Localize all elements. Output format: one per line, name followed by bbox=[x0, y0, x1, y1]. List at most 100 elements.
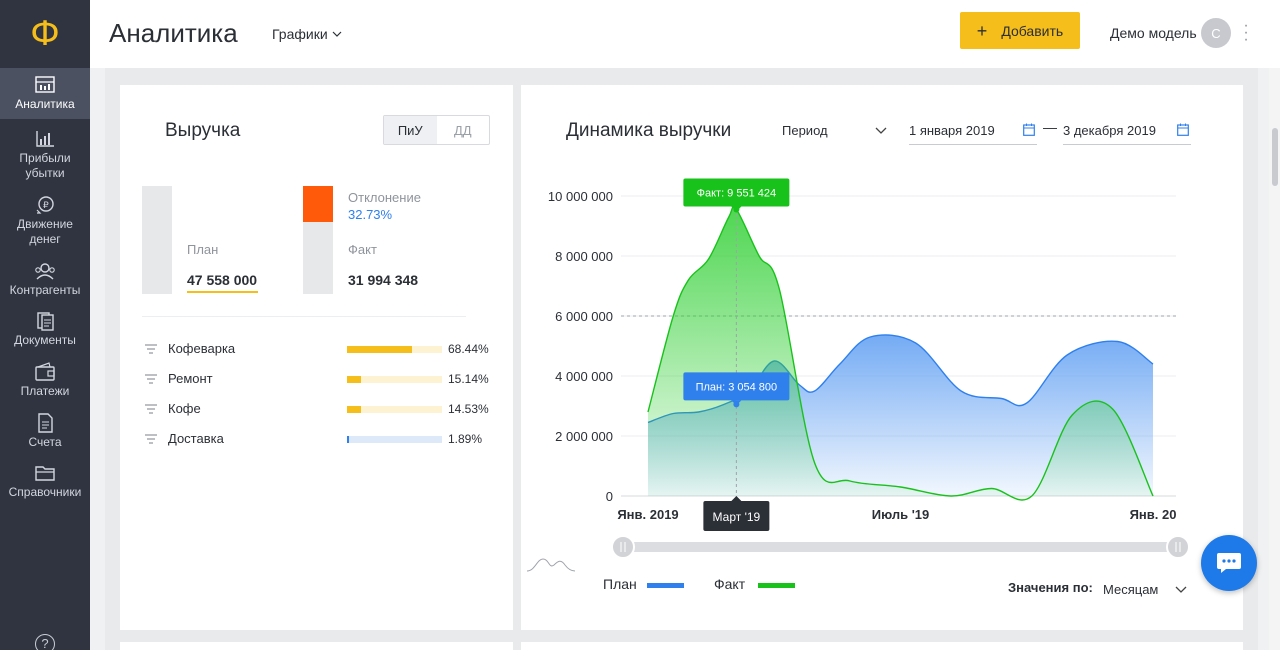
y-tick-label: 6 000 000 bbox=[555, 309, 613, 324]
tooltip-plan bbox=[683, 372, 790, 401]
sidebar-item-analytics[interactable]: Аналитика bbox=[0, 68, 90, 119]
help-icon[interactable]: ? bbox=[35, 634, 55, 650]
legend-plan-swatch bbox=[647, 583, 684, 588]
top-header: Аналитика Графики + Добавить Демо модель… bbox=[90, 0, 1280, 68]
y-tick-label: 2 000 000 bbox=[555, 429, 613, 444]
calendar-icon[interactable] bbox=[1023, 123, 1035, 136]
date-from-field[interactable]: 1 января 2019 bbox=[909, 121, 1037, 145]
category-bar-fill bbox=[347, 436, 349, 443]
sort-icon[interactable] bbox=[145, 344, 157, 354]
sidebar-item-payments[interactable]: Платежи bbox=[0, 355, 90, 406]
period-select[interactable]: Период bbox=[782, 123, 887, 138]
category-bar-fill bbox=[347, 346, 412, 353]
svg-text:₽: ₽ bbox=[43, 201, 49, 211]
tooltip-fact-text: Факт: 9 551 424 bbox=[697, 187, 777, 199]
sidebar-item-directories[interactable]: Справочники bbox=[0, 456, 90, 507]
x-tick-label: Янв. 20 bbox=[1130, 507, 1177, 522]
add-button[interactable]: + Добавить bbox=[960, 12, 1080, 49]
sidebar-item-label: Движение денег bbox=[17, 217, 73, 246]
tooltip-fact-arrow bbox=[731, 206, 742, 212]
date-separator: — bbox=[1043, 119, 1057, 135]
sidebar-item-invoices[interactable]: Счета bbox=[0, 406, 90, 457]
fact-label: Факт bbox=[348, 242, 377, 257]
category-row[interactable]: Ремонт 15.14% bbox=[145, 369, 495, 389]
legend-fact-label: Факт bbox=[714, 576, 746, 592]
tooltip-fact bbox=[683, 178, 790, 207]
sparkline-preview bbox=[526, 558, 576, 572]
fact-series-line bbox=[647, 206, 1154, 501]
y-tick-label: 10 000 000 bbox=[548, 189, 613, 204]
scrollbar[interactable] bbox=[1269, 68, 1280, 650]
x-hover-label: Март '19 bbox=[713, 510, 761, 524]
plan-value: 47 558 000 bbox=[187, 272, 258, 288]
sidebar-item-contractors[interactable]: Контрагенты bbox=[0, 254, 90, 305]
sort-icon[interactable] bbox=[145, 374, 157, 384]
toggle-dd[interactable]: ДД bbox=[453, 122, 472, 138]
fact-series-area bbox=[648, 206, 1153, 501]
sidebar-item-documents[interactable]: Документы bbox=[0, 304, 90, 355]
revenue-mode-toggle[interactable]: ПиУ ДД bbox=[383, 115, 490, 145]
dynamics-card: Динамика выручки Период 1 января 2019 — … bbox=[521, 85, 1243, 630]
tooltip-plan-text: План: 3 054 800 bbox=[696, 381, 778, 393]
category-percent: 1.89% bbox=[448, 432, 483, 446]
date-to-field[interactable]: 3 декабря 2019 bbox=[1063, 121, 1191, 145]
date-to-value: 3 декабря 2019 bbox=[1063, 123, 1156, 138]
scrollbar-thumb[interactable] bbox=[1272, 128, 1278, 186]
category-bar-track bbox=[347, 346, 442, 353]
avatar[interactable]: С bbox=[1201, 18, 1231, 48]
sidebar-item-label: Аналитика bbox=[15, 97, 75, 111]
range-slider-handle[interactable] bbox=[611, 535, 635, 559]
deviation-bar bbox=[303, 186, 333, 222]
category-name: Кофе bbox=[168, 401, 201, 416]
add-button-label: Добавить bbox=[1001, 22, 1064, 39]
category-bar-track bbox=[347, 376, 442, 383]
view-select[interactable]: Графики bbox=[272, 26, 342, 42]
view-select-label: Графики bbox=[272, 26, 328, 42]
contractors-icon bbox=[35, 263, 55, 280]
sidebar-item-cash-flow[interactable]: ₽ Движение денег bbox=[0, 192, 90, 250]
category-name: Доставка bbox=[168, 431, 224, 446]
analytics-icon bbox=[35, 76, 55, 93]
folder-icon bbox=[35, 466, 55, 481]
divider bbox=[142, 316, 466, 317]
chevron-down-icon[interactable] bbox=[1175, 586, 1187, 594]
sort-icon[interactable] bbox=[145, 404, 157, 414]
user-name[interactable]: Демо модель bbox=[1110, 25, 1197, 41]
y-tick-label: 8 000 000 bbox=[555, 249, 613, 264]
category-row[interactable]: Кофе 14.53% bbox=[145, 399, 495, 419]
category-row[interactable]: Кофеварка 68.44% bbox=[145, 339, 495, 359]
category-percent: 68.44% bbox=[448, 342, 489, 356]
values-by-label: Значения по: bbox=[1008, 580, 1093, 595]
sort-icon[interactable] bbox=[145, 434, 157, 444]
calendar-icon[interactable] bbox=[1177, 123, 1189, 136]
category-row[interactable]: Доставка 1.89% bbox=[145, 429, 495, 449]
app-logo[interactable]: Ф bbox=[30, 14, 60, 54]
plan-underline bbox=[187, 291, 258, 293]
deviation-value: 32.73% bbox=[348, 207, 393, 222]
chat-button[interactable] bbox=[1201, 535, 1257, 591]
category-bar-fill bbox=[347, 376, 361, 383]
chevron-down-icon bbox=[332, 31, 342, 37]
legend-plan-label: План bbox=[603, 576, 637, 592]
wallet-icon bbox=[35, 362, 55, 381]
plan-bar bbox=[142, 186, 172, 294]
revenue-dynamics-chart[interactable]: 10 000 000 8 000 000 6 000 000 4 000 000 2 0… bbox=[521, 85, 1243, 630]
x-hover-label-arrow bbox=[731, 496, 742, 501]
documents-icon bbox=[37, 312, 54, 331]
y-tick-label: 0 bbox=[606, 489, 613, 504]
sidebar-item-label: Платежи bbox=[20, 384, 70, 398]
sidebar-item-profit-loss[interactable]: Прибыли убытки bbox=[0, 126, 90, 184]
page-title: Аналитика bbox=[109, 18, 238, 48]
range-slider-handle[interactable] bbox=[1166, 535, 1190, 559]
range-slider-track bbox=[623, 542, 1178, 552]
invoice-icon bbox=[38, 413, 53, 433]
category-percent: 15.14% bbox=[448, 372, 489, 386]
x-tick-label: Июль '19 bbox=[872, 507, 930, 522]
category-bar-track bbox=[347, 406, 442, 413]
tooltip-plan-arrow bbox=[731, 400, 742, 406]
sidebar-item-label: Справочники bbox=[8, 485, 82, 499]
toggle-piu[interactable]: ПиУ bbox=[384, 116, 437, 144]
plan-label: План bbox=[187, 242, 219, 257]
more-menu-icon[interactable]: · · · bbox=[1243, 17, 1249, 48]
values-by-select[interactable]: Месяцам bbox=[1103, 582, 1159, 597]
